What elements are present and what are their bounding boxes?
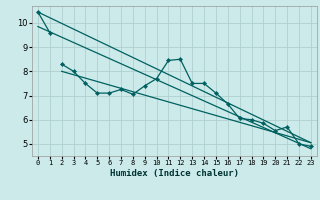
X-axis label: Humidex (Indice chaleur): Humidex (Indice chaleur) [110, 169, 239, 178]
